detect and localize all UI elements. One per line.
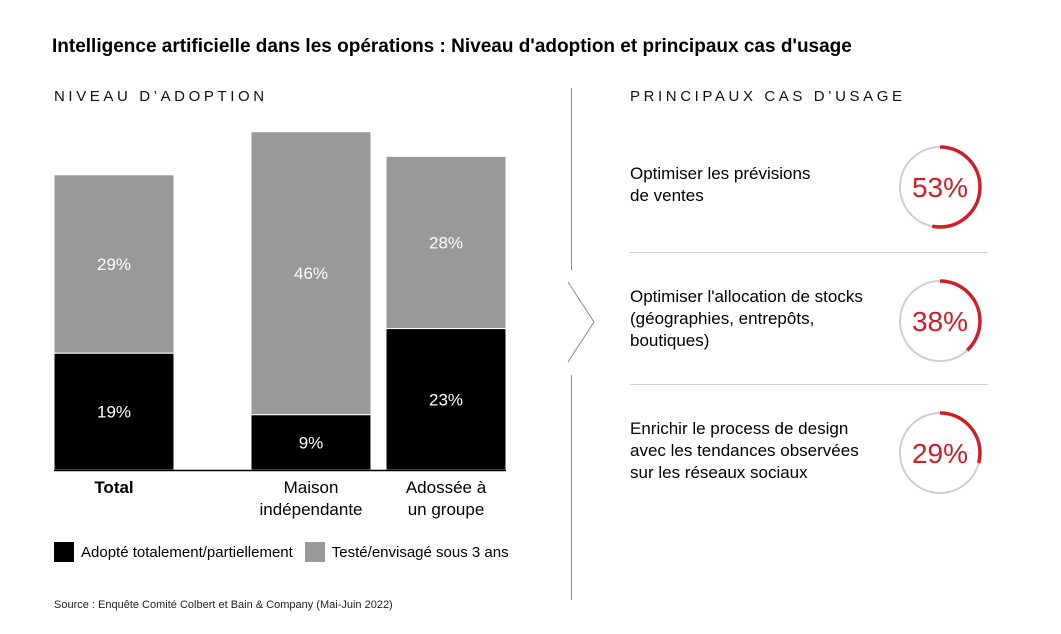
ring-percent-label: 53% [912, 172, 968, 203]
stacked-bar-chart: 19% 29% 9% 46% 23% 28% [53, 131, 507, 472]
percent-ring: 53% [898, 145, 982, 229]
legend-swatch-adopted [54, 542, 74, 562]
use-case-separator [630, 252, 988, 253]
bar-segment-adopted [250, 414, 372, 471]
percent-ring: 38% [898, 279, 982, 363]
vertical-divider-top [571, 88, 572, 270]
category-label-line: Adossée à [405, 478, 487, 497]
bar-data-label: 19% [97, 403, 131, 422]
chevron-right-icon [567, 281, 595, 363]
use-case-line: de ventes [630, 186, 704, 205]
use-case-line: (géographies, entrepôts, [630, 309, 815, 328]
vertical-divider-bottom [571, 375, 572, 600]
chart-title: Intelligence artificielle dans les opéra… [52, 36, 852, 57]
bar-data-label: 23% [429, 390, 463, 409]
legend-item-tested: Testé/envisagé sous 3 ans [304, 542, 509, 562]
percent-ring: 29% [898, 411, 982, 495]
category-label-line: Total [94, 478, 134, 497]
use-case-line: Enrichir le process de design [630, 419, 849, 438]
bar-data-label: 28% [429, 233, 463, 252]
legend-item-adopted: Adopté totalement/partiellement [54, 542, 293, 562]
source-note: Source : Enquête Comité Colbert et Bain … [54, 599, 393, 611]
category-label-line: un groupe [407, 500, 485, 519]
use-case-line: boutiques) [630, 331, 710, 350]
use-case-line: Optimiser les prévisions [630, 164, 811, 183]
use-case-text: Optimiser l'allocation de stocks (géograp… [630, 286, 880, 352]
legend-label-adopted: Adopté totalement/partiellement [81, 543, 293, 561]
category-label: Adossée à un groupe [386, 477, 506, 521]
use-case-line: avec les tendances observées [630, 441, 859, 460]
adoption-section-header: NIVEAU D’ADOPTION [54, 88, 268, 105]
bar-segment-tested [385, 155, 507, 330]
use-case-line: sur les réseaux sociaux [630, 463, 808, 482]
bar-segment-tested [53, 174, 175, 354]
legend-label-tested: Testé/envisagé sous 3 ans [331, 543, 509, 561]
category-label: Total [54, 477, 174, 499]
bar-data-label: 29% [97, 255, 131, 274]
ring-progress-arc [898, 145, 982, 229]
ring-percent-label: 38% [912, 306, 968, 337]
use-case-text: Enrichir le process de design avec les te… [630, 418, 880, 484]
bar-segment-adopted [53, 352, 175, 471]
legend-swatch-tested [304, 542, 325, 562]
use-case-line: Optimiser l'allocation de stocks [630, 287, 863, 306]
bar-data-label: 9% [299, 433, 324, 452]
ring-progress-arc [898, 411, 982, 495]
ring-progress-arc [898, 279, 982, 363]
category-label-line: Maison [283, 478, 339, 497]
category-label: Maison indépendante [251, 477, 371, 521]
bar-segment-tested [250, 131, 372, 416]
chart-legend: Adopté totalement/partiellement Testé/en… [54, 542, 521, 562]
ring-percent-label: 29% [912, 438, 968, 469]
category-label-line: indépendante [259, 500, 363, 519]
bar-data-label: 46% [294, 264, 328, 283]
use-case-separator [630, 384, 988, 385]
use-case-text: Optimiser les prévisions de ventes [630, 163, 880, 207]
use-cases-section-header: PRINCIPAUX CAS D’USAGE [630, 88, 906, 105]
